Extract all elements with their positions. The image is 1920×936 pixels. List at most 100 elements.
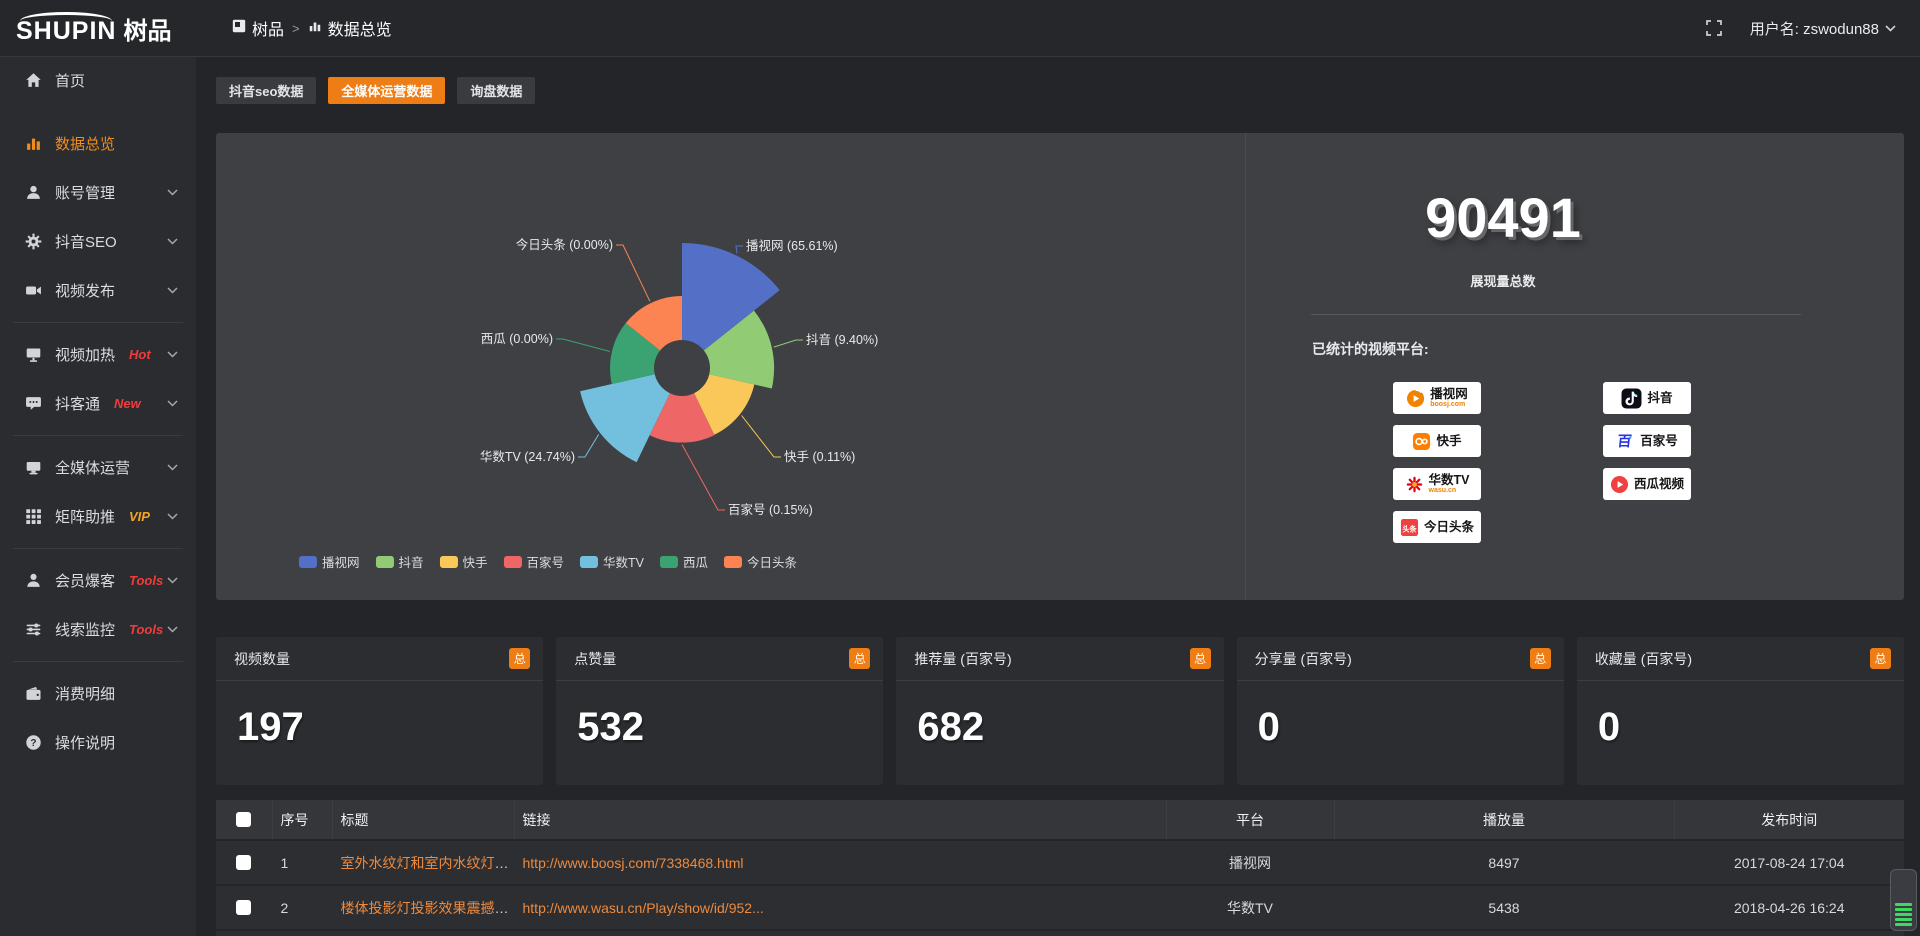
pie-label-leader xyxy=(741,415,781,458)
video-url-link[interactable]: http://www.boosj.com/7338468.html xyxy=(522,854,744,871)
camera-icon xyxy=(25,282,42,299)
total-impressions-label: 展现量总数 xyxy=(1470,274,1536,289)
chevron-down-icon xyxy=(167,189,178,196)
sidebar-item-抖音SEO[interactable]: 抖音SEO xyxy=(0,217,196,266)
chevron-down-icon xyxy=(167,577,178,584)
sidebar-item-线索监控[interactable]: 线索监控 Tools xyxy=(0,605,196,654)
home-icon xyxy=(25,72,42,89)
topbar-user-area: 用户名: zswodun88 xyxy=(1705,18,1920,39)
sidebar-item-视频加热[interactable]: 视频加热 Hot xyxy=(0,330,196,379)
pie-label-西瓜: 西瓜 (0.00%) xyxy=(481,332,553,346)
summary-panel: 90491 展现量总数 已统计的视频平台: 播视网 boosj.com 快手 华数TV… xyxy=(1245,133,1904,600)
data-tabs: 抖音seo数据 全媒体运营数据 询盘数据 xyxy=(216,77,1904,104)
videos-table: 序号标题链接平台播放量发布时间1室外水纹灯和室内水纹灯的区别和简介http://… xyxy=(216,800,1904,936)
pie-slice-华数TV[interactable] xyxy=(580,374,670,463)
video-title-link[interactable]: 楼体投影灯投影效果震撼上市 xyxy=(340,899,515,916)
sidebar-item-视频发布[interactable]: 视频发布 xyxy=(0,266,196,315)
floating-widget[interactable] xyxy=(1890,869,1917,931)
row-checkbox[interactable] xyxy=(236,900,252,915)
sidebar-divider xyxy=(13,435,183,436)
tab-全媒体运营数据[interactable]: 全媒体运营数据 xyxy=(328,77,446,104)
grid-icon xyxy=(25,508,42,525)
total-impressions-value: 90491 xyxy=(1425,186,1581,249)
platform-badge-今日头条: 头条 今日头条 xyxy=(1393,511,1481,543)
chevron-down-icon xyxy=(167,351,178,358)
pie-label-leader xyxy=(735,245,743,254)
logo-arc-decoration xyxy=(20,12,113,21)
sidebar-item-全媒体运营[interactable]: 全媒体运营 xyxy=(0,443,196,492)
table-header-row: 序号 标题 链接 平台 播放量 发布时间 xyxy=(216,800,1904,840)
username-dropdown[interactable]: 用户名: zswodun88 xyxy=(1750,18,1896,39)
legend-item-西瓜[interactable]: 西瓜 xyxy=(660,552,708,571)
sidebar-item-label: 线索监控 xyxy=(55,622,116,639)
legend-item-播视网[interactable]: 播视网 xyxy=(298,552,359,571)
main-content: 抖音seo数据 全媒体运营数据 询盘数据 播视网 (65.61%) 抖音 (9.40%… xyxy=(196,57,1920,936)
pie-slice-西瓜[interactable] xyxy=(609,323,661,384)
sidebar-item-label: 矩阵助推 xyxy=(55,509,116,526)
pie-slice-百家号[interactable] xyxy=(649,393,715,443)
column-header-播放量: 播放量 xyxy=(1333,800,1674,840)
legend-label: 抖音 xyxy=(398,556,424,570)
row-platform: 华数TV xyxy=(1165,885,1334,930)
app-logo[interactable]: SHUPIN 树品 xyxy=(0,12,196,44)
row-checkbox[interactable] xyxy=(236,855,252,870)
video-title-link[interactable]: 室外水纹灯和室内水纹灯的区别和简介 xyxy=(340,854,515,871)
chart-legend: 播视网 抖音 快手 百家号 华数TV 西瓜 今日头条 xyxy=(298,552,797,571)
breadcrumb-root[interactable]: 树品 xyxy=(232,16,284,40)
member-icon xyxy=(25,572,42,589)
sidebar-divider xyxy=(13,322,183,323)
pie-label-今日头条: 今日头条 (0.00%) xyxy=(516,237,613,252)
pie-slice-今日头条[interactable] xyxy=(625,296,682,351)
sidebar-item-会员爆客[interactable]: 会员爆客 Tools xyxy=(0,556,196,605)
stat-card-value: 197 xyxy=(237,705,304,749)
sidebar-item-账号管理[interactable]: 账号管理 xyxy=(0,168,196,217)
pie-label-leader xyxy=(773,339,803,348)
row-index: 2 xyxy=(271,885,332,930)
chevron-down-icon xyxy=(167,238,178,245)
chevron-down-icon xyxy=(167,626,178,633)
sidebar-item-矩阵助推[interactable]: 矩阵助推 VIP xyxy=(0,492,196,541)
tab-抖音seo数据[interactable]: 抖音seo数据 xyxy=(216,77,317,104)
row-link: http://www.wasu.cn/Play/show/id/952... xyxy=(513,885,1166,930)
platform-badge-西瓜视频: 西瓜视频 xyxy=(1603,468,1691,500)
douyin-logo xyxy=(1621,388,1642,409)
legend-item-华数TV[interactable]: 华数TV xyxy=(580,552,644,571)
platform-badge-抖音: 抖音 xyxy=(1603,382,1691,414)
fullscreen-icon[interactable] xyxy=(1705,20,1722,36)
tab-询盘数据[interactable]: 询盘数据 xyxy=(457,77,536,104)
platforms-label: 已统计的视频平台: xyxy=(1312,341,1429,357)
legend-swatch xyxy=(439,555,458,568)
video-url-link[interactable]: http://www.wasu.cn/Play/show/id/952... xyxy=(522,899,764,916)
platform-sub: wasu.cn xyxy=(1428,487,1457,495)
pie-label-leader xyxy=(616,244,651,302)
sidebar-item-消费明细[interactable]: 消费明细 xyxy=(0,669,196,718)
breadcrumb-current[interactable]: 数据总览 xyxy=(308,16,392,40)
pie-label-快手: 快手 (0.11%) xyxy=(784,450,855,464)
widget-bar xyxy=(1895,923,1912,926)
gear-icon xyxy=(25,233,42,250)
stat-card-value: 532 xyxy=(577,705,644,749)
display-icon xyxy=(25,459,42,476)
legend-item-百家号[interactable]: 百家号 xyxy=(503,552,564,571)
legend-item-快手[interactable]: 快手 xyxy=(439,552,488,571)
stat-card-header: 分享量 (百家号) 总 xyxy=(1236,637,1564,681)
chevron-down-icon xyxy=(167,400,178,407)
legend-item-抖音[interactable]: 抖音 xyxy=(375,552,423,571)
row-platform: 播视网 xyxy=(1165,840,1334,885)
pie-slice-快手[interactable] xyxy=(694,374,755,435)
platform-badge-快手: 快手 xyxy=(1393,425,1481,457)
sidebar-item-操作说明[interactable]: ? 操作说明 xyxy=(0,718,196,767)
widget-bar xyxy=(1895,908,1912,911)
sidebar-item-数据总览[interactable]: 数据总览 xyxy=(0,119,196,168)
sidebar-item-抖客通[interactable]: 抖客通 New xyxy=(0,379,196,428)
pie-slice-播视网[interactable] xyxy=(682,243,780,351)
legend-item-今日头条[interactable]: 今日头条 xyxy=(724,552,797,571)
select-all-checkbox[interactable] xyxy=(236,812,252,827)
row-time: 2018-04-26 16:24 xyxy=(1673,885,1904,930)
pie-slice-抖音[interactable] xyxy=(703,310,775,389)
sidebar-item-首页[interactable]: 首页 xyxy=(0,59,196,101)
stat-card-title: 推荐量 (百家号) xyxy=(914,650,1012,667)
stat-card-title: 视频数量 xyxy=(234,650,290,667)
stat-card-value: 682 xyxy=(917,705,985,749)
stat-card-收藏量 (百家号): 收藏量 (百家号) 总 0 xyxy=(1576,637,1905,785)
